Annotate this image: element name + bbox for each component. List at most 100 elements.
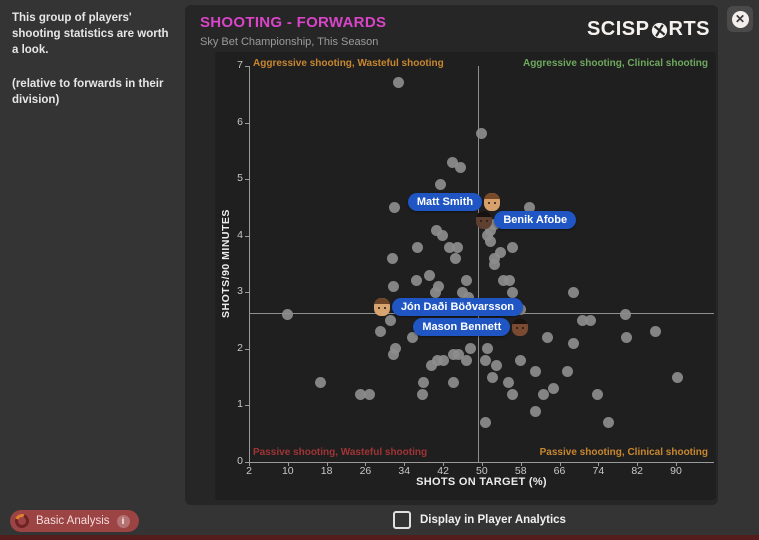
scatter-point[interactable] — [374, 326, 386, 338]
scatter-point[interactable] — [547, 382, 559, 394]
scatter-point[interactable] — [489, 258, 501, 270]
y-tick-label: 7 — [237, 59, 243, 71]
player-eyes — [488, 201, 491, 204]
scatter-point[interactable] — [388, 201, 400, 213]
scatter-point[interactable] — [417, 377, 429, 389]
scatter-point[interactable] — [411, 275, 423, 287]
scatter-point[interactable] — [481, 230, 493, 242]
y-tick-label: 1 — [237, 398, 243, 411]
scatter-point[interactable] — [464, 343, 476, 355]
scatter-point[interactable] — [494, 247, 506, 259]
player-label[interactable]: Jón Daði Böðvarsson — [391, 297, 524, 316]
x-tick-mark — [404, 463, 406, 466]
page-title: SHOOTING - FORWARDS — [200, 14, 387, 31]
player-label[interactable]: Matt Smith — [407, 192, 483, 211]
scatter-point[interactable] — [486, 371, 498, 383]
scatter-point[interactable] — [503, 275, 515, 287]
scatter-point[interactable] — [507, 241, 519, 253]
basic-analysis-button[interactable]: Basic Analysis i — [10, 510, 139, 532]
scatter-point[interactable] — [384, 315, 396, 327]
scatter-point[interactable] — [432, 281, 444, 293]
scatter-point[interactable] — [602, 416, 614, 428]
scatter-point[interactable] — [446, 156, 458, 168]
scatter-point[interactable] — [491, 360, 503, 372]
scatter-point[interactable] — [282, 309, 294, 321]
scatter-point[interactable] — [567, 337, 579, 349]
scatter-point[interactable] — [514, 354, 526, 366]
checkbox[interactable] — [393, 511, 411, 529]
scatter-point[interactable] — [542, 332, 554, 344]
scatter-point[interactable] — [444, 241, 456, 253]
scatter-point[interactable] — [529, 405, 541, 417]
scatter-point[interactable] — [591, 388, 603, 400]
y-tick-label: 4 — [237, 228, 243, 241]
close-button[interactable]: ✕ — [727, 6, 753, 32]
player-label[interactable]: Benik Afobe — [494, 210, 577, 229]
scatter-point[interactable] — [412, 241, 424, 253]
player-avatar[interactable] — [484, 192, 501, 211]
scatter-point[interactable] — [431, 354, 443, 366]
scatter-point[interactable] — [387, 349, 399, 361]
scatter-point[interactable] — [436, 230, 448, 242]
scatter-point[interactable] — [447, 377, 459, 389]
scatter-point[interactable] — [567, 286, 579, 298]
quadrant-label-bottom-left: Passive shooting, Wasteful shooting — [253, 447, 428, 458]
scatter-point[interactable] — [507, 286, 519, 298]
scatter-point[interactable] — [430, 224, 442, 236]
scatter-point[interactable] — [389, 343, 401, 355]
note-line-1: This group of players' shooting statisti… — [12, 12, 169, 57]
scatter-point[interactable] — [462, 292, 474, 304]
scatter-point[interactable] — [451, 241, 463, 253]
scatter-point[interactable] — [426, 360, 438, 372]
scatter-point[interactable] — [502, 377, 514, 389]
scatter-point[interactable] — [481, 343, 493, 355]
scatter-point[interactable] — [315, 377, 327, 389]
scatter-point[interactable] — [479, 354, 491, 366]
scatter-point[interactable] — [584, 315, 596, 327]
player-avatar[interactable] — [512, 317, 529, 336]
scatter-point[interactable] — [461, 354, 473, 366]
scatter-point[interactable] — [461, 275, 473, 287]
scatter-point[interactable] — [364, 388, 376, 400]
scatter-point[interactable] — [507, 388, 519, 400]
scatter-point[interactable] — [484, 224, 496, 236]
scatter-point[interactable] — [354, 388, 366, 400]
scatter-point[interactable] — [429, 286, 441, 298]
x-tick-mark — [520, 463, 522, 466]
analysis-panel: SHOOTING - FORWARDS Sky Bet Championship… — [185, 5, 718, 505]
scatter-point[interactable] — [649, 326, 661, 338]
scatter-point[interactable] — [671, 371, 683, 383]
scatter-point[interactable] — [497, 275, 509, 287]
scatter-point[interactable] — [621, 332, 633, 344]
scatter-point[interactable] — [561, 365, 573, 377]
scatter-point[interactable] — [386, 252, 398, 264]
display-in-player-analytics[interactable]: Display in Player Analytics — [393, 511, 566, 529]
scatter-point[interactable] — [479, 416, 491, 428]
x-tick-mark — [675, 463, 677, 466]
scatter-point[interactable] — [485, 235, 497, 247]
scatter-point[interactable] — [434, 179, 446, 191]
mean-line-vertical — [477, 66, 479, 462]
scatter-point[interactable] — [454, 162, 466, 174]
scatter-point[interactable] — [393, 77, 405, 89]
scatter-point[interactable] — [476, 128, 488, 140]
scatter-point[interactable] — [524, 201, 536, 213]
scatter-point[interactable] — [449, 252, 461, 264]
scatter-point[interactable] — [576, 315, 588, 327]
scatter-point[interactable] — [457, 286, 469, 298]
scatter-point[interactable] — [489, 252, 501, 264]
x-tick-mark — [326, 463, 328, 466]
scatter-point[interactable] — [619, 309, 631, 321]
scatter-point[interactable] — [407, 332, 419, 344]
scatter-point[interactable] — [416, 388, 428, 400]
scatter-point[interactable] — [437, 354, 449, 366]
scatter-point[interactable] — [387, 281, 399, 293]
scatter-point[interactable] — [424, 269, 436, 281]
scatter-point[interactable] — [529, 365, 541, 377]
player-avatar[interactable] — [476, 210, 493, 229]
player-label[interactable]: Mason Bennett — [413, 317, 511, 336]
scatter-point[interactable] — [452, 349, 464, 361]
player-avatar[interactable] — [373, 297, 390, 316]
scatter-point[interactable] — [537, 388, 549, 400]
x-tick-label: 2 — [246, 465, 252, 477]
